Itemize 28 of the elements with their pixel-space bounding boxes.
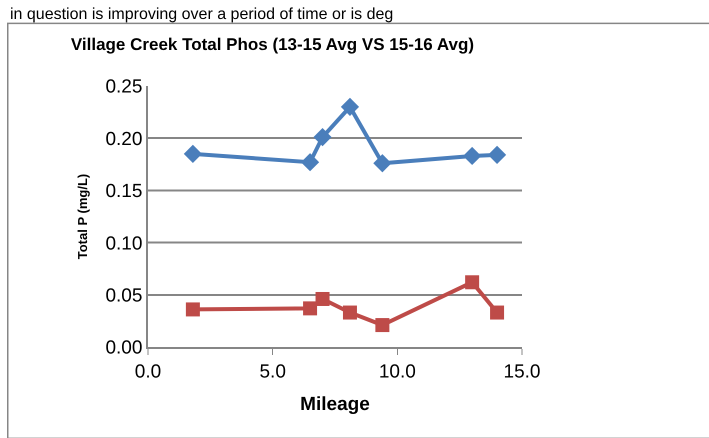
- point: [488, 146, 506, 164]
- point: [373, 154, 392, 172]
- point: [184, 144, 202, 163]
- x-tick-label: 15.0: [504, 362, 540, 383]
- point: [313, 128, 332, 146]
- x-tick-label: 5.0: [259, 362, 286, 383]
- x-axis-title: Mileage: [300, 394, 370, 415]
- point: [463, 146, 482, 166]
- y-tick-label: 0.05: [105, 285, 142, 306]
- point: [303, 301, 318, 316]
- point: [340, 98, 360, 116]
- point: [465, 275, 480, 290]
- x-tick-label: 0.0: [134, 362, 162, 383]
- point: [490, 306, 504, 320]
- x-tick-label: 10.0: [378, 362, 416, 383]
- y-tick-label: 0.20: [105, 128, 142, 150]
- y-axis-title: Total P (mg/L): [74, 174, 90, 260]
- y-tick-label: 0.25: [105, 76, 142, 98]
- y-tick-label: 0.00: [105, 338, 142, 359]
- point: [316, 292, 330, 306]
- chart-title: Village Creek Total Phos (13-15 Avg VS 15-16 Avg): [70, 34, 474, 54]
- text: in question is improving over a period of time or is deg: [10, 6, 394, 23]
- point: [375, 318, 390, 332]
- point: [300, 153, 320, 172]
- point: [186, 302, 200, 316]
- y-tick-label: 0.15: [105, 181, 142, 202]
- y-tick-label: 0.10: [105, 233, 142, 254]
- point: [342, 306, 357, 320]
